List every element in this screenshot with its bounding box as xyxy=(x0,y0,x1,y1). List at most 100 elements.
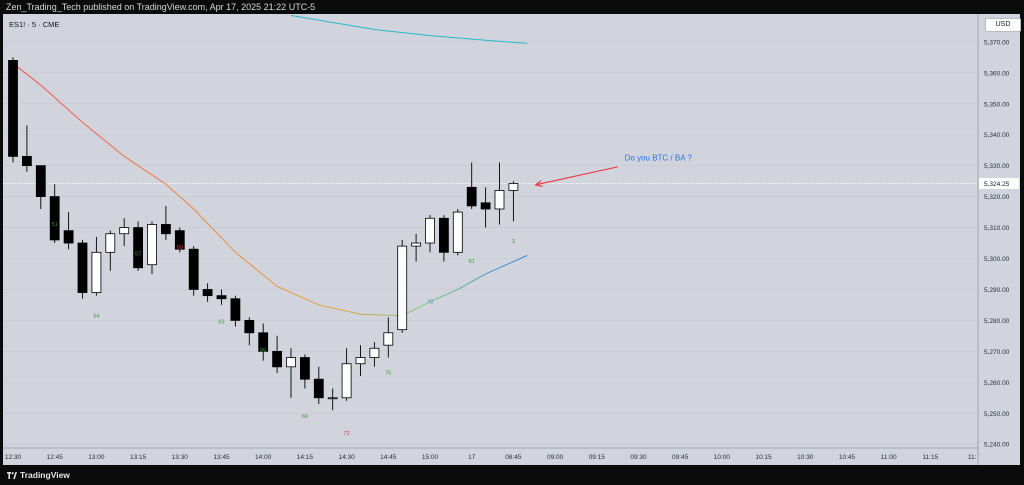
bar-count-label: 75 xyxy=(385,371,391,377)
symbol-info: ES1! · 5 · CME xyxy=(9,20,60,29)
y-tick-label: 5,330.00 xyxy=(984,163,1010,170)
candle-body xyxy=(147,224,157,266)
x-tick-label: 08:45 xyxy=(505,454,522,461)
publisher-bar: Zen_Trading_Tech published on TradingVie… xyxy=(0,0,1024,14)
x-tick-label: 09:15 xyxy=(589,454,606,461)
candle-body xyxy=(258,332,269,352)
candle-body xyxy=(188,248,199,290)
candle-body xyxy=(397,245,408,331)
candle-body xyxy=(133,227,144,269)
candle-body xyxy=(438,217,449,253)
footer-bar: TradingView xyxy=(0,465,1024,485)
y-tick-label: 5,250.00 xyxy=(984,411,1010,418)
y-tick-label: 5,290.00 xyxy=(984,287,1010,294)
candle-body xyxy=(119,227,130,235)
candle-body xyxy=(466,186,477,207)
x-tick-label: 13:00 xyxy=(88,454,105,461)
candle-body xyxy=(77,242,88,293)
x-tick-label: 14:30 xyxy=(338,454,355,461)
chart-panel: 5,240.00 5,250.00 5,260.00 5,270.00 5,280.00… xyxy=(3,14,1021,465)
x-tick-label: 13:45 xyxy=(213,454,230,461)
annotation-arrow xyxy=(535,166,618,186)
bar-count-label: 3 xyxy=(512,239,515,245)
candle-body xyxy=(327,397,338,400)
y-tick-label: 5,350.00 xyxy=(984,101,1010,108)
candle-body xyxy=(160,224,171,235)
x-tick-label: 09:00 xyxy=(547,454,564,461)
y-tick-label: 5,360.00 xyxy=(984,70,1010,77)
candle-body xyxy=(49,196,60,241)
currency-button[interactable]: USD xyxy=(985,18,1021,32)
candle-body xyxy=(230,298,241,321)
y-tick-label: 5,340.00 xyxy=(984,132,1010,139)
candle-body xyxy=(216,295,227,300)
plot-background xyxy=(3,14,1020,465)
candle-body xyxy=(425,217,435,244)
price-chart[interactable]: 5,240.00 5,250.00 5,260.00 5,270.00 5,280.00… xyxy=(3,14,1020,465)
y-tick-label: 5,260.00 xyxy=(984,380,1010,387)
x-tick-label: 13:15 xyxy=(130,454,147,461)
tradingview-brand: TradingView xyxy=(20,470,70,480)
candle-body xyxy=(105,233,116,253)
candle-body xyxy=(383,332,394,346)
candle-body xyxy=(299,357,310,380)
candle-body xyxy=(21,155,32,167)
x-tick-label: 10:30 xyxy=(797,454,814,461)
annotation-arrowhead xyxy=(534,180,543,188)
bar-count-label: 54 xyxy=(93,313,99,319)
x-tick-label: 14:15 xyxy=(297,454,314,461)
candle-body xyxy=(8,60,18,157)
y-tick-label: 5,270.00 xyxy=(984,349,1010,356)
bar-count-label: 72 xyxy=(344,431,350,437)
x-tick-label: 11:15 xyxy=(923,454,939,461)
x-tick-label: 10:45 xyxy=(839,454,856,461)
x-tick-label: 12:45 xyxy=(47,454,64,461)
annotation-text: Do you BTC / BA ? xyxy=(625,153,693,162)
moving-average-line xyxy=(290,15,528,44)
y-tick-label: 5,320.00 xyxy=(984,194,1010,201)
published-info: Zen_Trading_Tech published on TradingVie… xyxy=(6,2,316,12)
tradingview-logo-icon xyxy=(7,472,17,479)
bar-count-label: 57 xyxy=(135,251,141,257)
candle-body xyxy=(313,378,324,399)
candle-body xyxy=(272,350,283,368)
candle-body xyxy=(508,183,519,191)
candle-body xyxy=(452,211,463,253)
candle-body xyxy=(174,230,185,250)
x-tick-label: 17 xyxy=(468,454,476,461)
y-tick-label: 5,370.00 xyxy=(984,39,1010,46)
y-tick-label: 5,280.00 xyxy=(984,318,1010,325)
y-tick-label: 5,300.00 xyxy=(984,256,1010,263)
candle-body xyxy=(411,242,422,247)
candle-body xyxy=(202,289,213,297)
x-tick-label: 09:45 xyxy=(672,454,689,461)
candle-body xyxy=(91,251,102,293)
candle-body xyxy=(494,190,505,210)
bar-count-label: 66 xyxy=(260,347,266,353)
y-tick-label: 5,240.00 xyxy=(984,442,1010,449)
last-price-label: 5,324.25 xyxy=(984,181,1010,188)
x-tick-label: 10:00 xyxy=(714,454,731,461)
candle-body xyxy=(480,202,491,210)
bar-count-label: 51 xyxy=(52,222,58,228)
x-tick-label: 14:45 xyxy=(380,454,397,461)
x-tick-label: 09:30 xyxy=(630,454,647,461)
last-price-tag xyxy=(979,177,1019,189)
x-tick-label: 13:30 xyxy=(172,454,189,461)
moving-average-line xyxy=(12,63,528,317)
candle-body xyxy=(244,320,255,334)
bar-count-label: 63 xyxy=(218,320,224,326)
bar-count-label: 60 xyxy=(177,245,183,251)
candle-body xyxy=(286,357,296,368)
x-tick-label: 14:00 xyxy=(255,454,272,461)
bar-count-label: 81 xyxy=(469,259,475,265)
candle-body xyxy=(355,357,366,365)
bar-count-label: 69 xyxy=(302,414,308,420)
y-tick-label: 5,310.00 xyxy=(984,225,1010,232)
candle-body xyxy=(63,230,74,244)
candle-body xyxy=(341,363,352,399)
x-tick-label: 11:00 xyxy=(881,454,897,461)
bar-count-label: 78 xyxy=(427,299,433,305)
x-tick-label: 11: xyxy=(968,454,977,461)
candle-body xyxy=(369,347,380,358)
